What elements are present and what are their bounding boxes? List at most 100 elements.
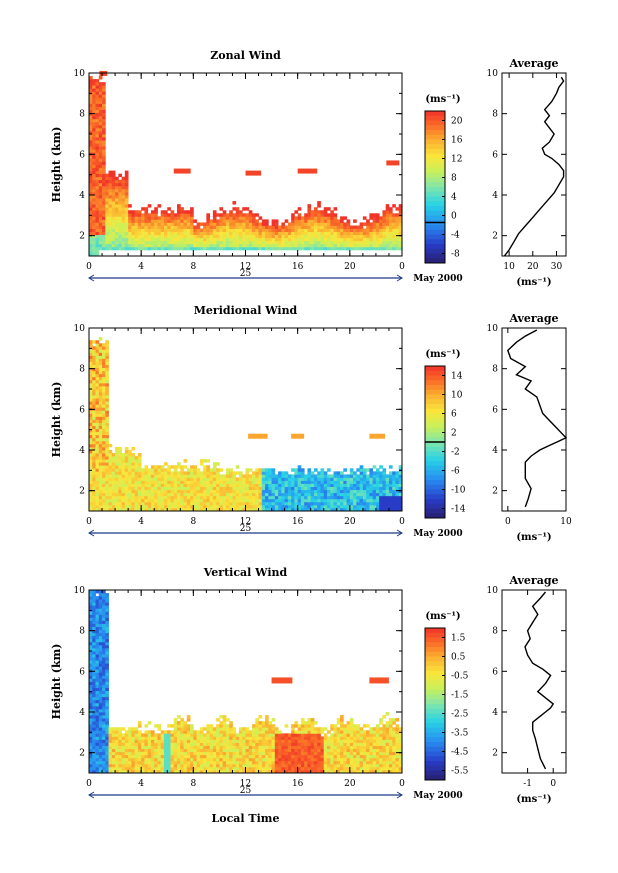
heatmap-cell [118,216,122,220]
heatmap-cell [177,504,181,509]
heatmap-cell [225,222,230,226]
heatmap-cell [323,501,328,506]
heatmap-cell [382,243,387,248]
heatmap-cell [154,222,158,226]
heatmap-cell [238,489,243,494]
heatmap-cell [369,486,374,491]
heatmap-cell [98,352,103,356]
heatmap-cell [190,724,194,728]
heatmap-cell [118,471,122,475]
heatmap-cell [317,483,321,487]
heatmap-cell [291,468,295,472]
heatmap-cell [340,471,344,475]
heatmap-cell [190,507,194,512]
heatmap-cell [105,745,109,749]
heatmap-cell [95,176,100,181]
heatmap-cell [385,225,390,229]
heatmap-cell [89,237,93,242]
heatmap-cell [95,590,100,594]
heatmap-cell [118,234,122,239]
x-tick-label: 16 [292,517,304,527]
heatmap-cell [265,718,269,722]
heatmap-cell [141,237,145,242]
heatmap-cell [108,489,113,494]
heatmap-cell [248,240,253,245]
heatmap-cell [225,240,230,245]
heatmap-cell [98,188,103,193]
heatmap-cell [173,736,178,740]
heatmap-cell [167,766,171,771]
heatmap-cell [121,468,126,472]
heatmap-cell [336,769,341,774]
heatmap-cell [219,760,224,765]
colorbar-swatch [425,111,445,117]
heatmap-cell [137,480,142,484]
heatmap-cell [92,727,96,731]
heatmap-cell [297,168,318,174]
heatmap-cell [278,760,282,765]
heatmap-cell [258,739,263,743]
heatmap-cell [98,210,103,214]
heatmap-cell [281,739,286,743]
heatmap-cell [375,489,380,494]
heatmap-cell [105,185,109,190]
heatmap-cell [232,243,237,248]
heatmap-cell [124,237,129,242]
heatmap-cell [278,237,282,242]
heatmap-cell [131,462,136,466]
heatmap-cell [209,468,214,472]
heatmap-cell [102,733,106,737]
heatmap-cell [229,754,233,759]
heatmap-cell [89,121,93,126]
heatmap-cell [274,489,279,494]
colorbar-swatch [425,191,445,197]
heatmap-cell [252,763,256,768]
heatmap-cell [105,480,109,484]
heatmap-cell [111,507,116,512]
heatmap-cell [196,763,201,768]
heatmap-cell [150,757,155,762]
heatmap-cell [313,210,318,214]
heatmap-cell [193,246,197,251]
heatmap-cell [297,480,302,484]
heatmap-cell [313,474,318,478]
heatmap-cell [258,504,263,509]
heatmap-cell [92,382,96,387]
heatmap-cell [212,219,217,223]
heatmap-cell [199,246,204,251]
heatmap-cell [183,501,188,506]
heatmap-cell [225,718,230,722]
heatmap-cell [203,501,207,506]
heatmap-cell [336,739,341,743]
heatmap-cell [89,428,93,433]
heatmap-cell [229,468,233,472]
heatmap-cell [343,736,347,740]
heatmap-cell [98,376,103,381]
heatmap-cell [362,504,367,509]
heatmap-cell [121,769,126,774]
heatmap-cell [157,246,162,251]
heatmap-cell [173,225,178,229]
heatmap-cell [294,246,299,251]
heatmap-cell [242,489,246,494]
heatmap-cell [336,760,341,765]
heatmap-cell [134,216,139,220]
heatmap-cell [343,474,347,478]
heatmap-cell [252,492,256,497]
heatmap-cell [199,495,204,500]
heatmap-cell [95,419,100,423]
y-tick-label: 4 [79,191,85,201]
heatmap-cell [180,237,184,242]
heatmap-cell [245,468,250,472]
heatmap-cell [95,647,100,652]
heatmap-cell [196,748,201,753]
heatmap-cell [287,736,292,740]
heatmap-cell [98,641,103,646]
heatmap-cell [98,602,103,606]
heatmap-cell [398,501,403,506]
heatmap-cell [193,760,197,765]
heatmap-cell [115,733,119,737]
heatmap-cell [359,480,364,484]
colorbar-swatch [425,168,445,174]
heatmap-cell [229,507,233,512]
